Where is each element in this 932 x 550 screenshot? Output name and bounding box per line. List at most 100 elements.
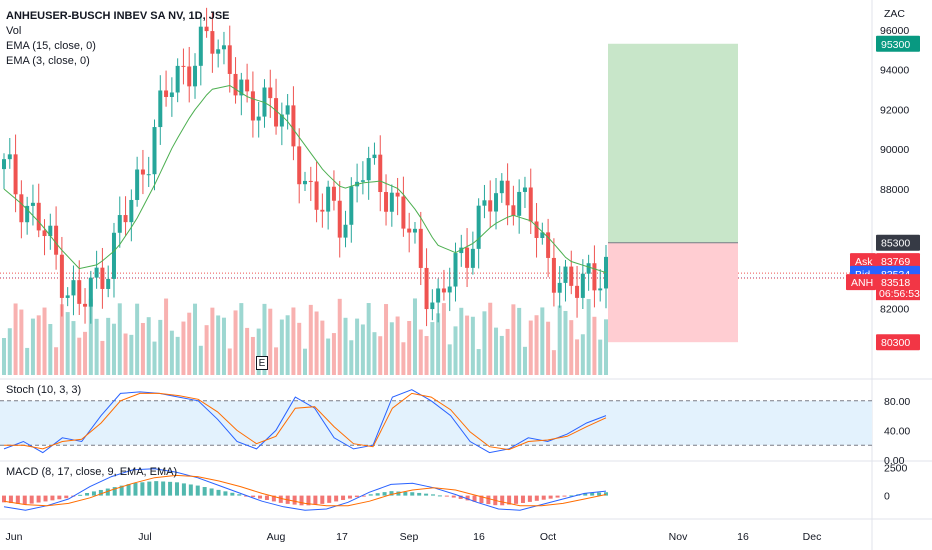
candle-body xyxy=(36,202,41,231)
candle-body xyxy=(71,280,76,296)
candle-body xyxy=(384,192,389,212)
macd-hist-bar xyxy=(472,495,477,502)
macd-hist-bar xyxy=(500,495,505,506)
macd-hist-bar xyxy=(583,493,588,496)
macd-hist-bar xyxy=(216,489,221,496)
candle-body xyxy=(117,215,122,233)
last-price-tag: 83518 xyxy=(881,277,910,289)
candle-body xyxy=(221,45,226,50)
time-axis-tick: 17 xyxy=(336,531,348,543)
volume-bar xyxy=(378,336,383,375)
macd-hist-bar xyxy=(417,492,422,496)
volume-bar xyxy=(360,324,365,375)
volume-bar xyxy=(505,328,510,375)
candle-body xyxy=(268,87,273,99)
stop-price-tag: 80300 xyxy=(881,337,910,349)
candle-body xyxy=(343,224,348,238)
candle-body xyxy=(245,79,250,92)
macd-hist-bar xyxy=(562,495,567,497)
macd-hist-bar xyxy=(119,485,124,496)
macd-hist-bar xyxy=(458,495,463,499)
volume-bar xyxy=(331,333,336,375)
ema15-line xyxy=(3,84,607,274)
candle-body xyxy=(250,91,255,121)
entry-price-tag-bg xyxy=(876,234,920,251)
macd-hist-bar xyxy=(264,495,269,500)
price-axis-tick: 94000 xyxy=(880,65,909,77)
price-axis-tick: 96000 xyxy=(880,25,909,37)
volume-bar xyxy=(407,320,412,375)
volume-bar xyxy=(384,304,389,375)
stop-zone xyxy=(608,242,738,343)
volume-bar xyxy=(204,325,209,375)
macd-hist-bar xyxy=(15,495,20,504)
volume-bar xyxy=(216,315,221,375)
volume-bar xyxy=(54,347,59,375)
volume-bar xyxy=(13,303,18,375)
candle-body xyxy=(291,105,296,147)
earnings-event-marker[interactable]: E xyxy=(256,356,268,370)
macd-hist-bar xyxy=(57,495,62,500)
volume-bar xyxy=(569,320,574,375)
volume-bar xyxy=(488,302,493,375)
ask-label-tag: Ask xyxy=(855,256,873,268)
ask-price-tag-bg xyxy=(876,253,920,270)
candle-body xyxy=(528,187,533,222)
candle-body xyxy=(303,180,307,185)
volume-bar xyxy=(181,321,186,375)
volume-bar xyxy=(476,349,481,375)
candle-body xyxy=(100,267,105,289)
macd-hist-bar xyxy=(479,495,484,504)
macd-hist-bar xyxy=(161,481,166,496)
macd-hist-bar xyxy=(223,491,228,496)
volume-bar xyxy=(239,303,244,375)
symbol-title: ANHEUSER-BUSCH INBEV SA NV, 1D, JSE xyxy=(6,10,230,22)
volume-bar xyxy=(494,327,499,375)
volume-bar xyxy=(499,335,504,375)
candle-body xyxy=(459,247,464,254)
volume-bar xyxy=(598,339,603,375)
macd-hist-bar xyxy=(85,493,90,496)
legend-ema3: EMA (3, close, 0) xyxy=(6,55,90,67)
candle-body xyxy=(557,282,562,293)
candle-body xyxy=(551,257,556,293)
candle-body xyxy=(401,196,406,229)
ask-price-tag: 83769 xyxy=(881,256,910,268)
volume-bar xyxy=(297,322,302,375)
macd-hist-bar xyxy=(334,495,339,502)
candle-body xyxy=(349,186,354,225)
macd-hist-bar xyxy=(50,495,55,501)
candle-body xyxy=(158,90,163,128)
stop-price-tag-bg xyxy=(876,334,920,351)
macd-hist-bar xyxy=(244,495,249,497)
macd-hist-bar xyxy=(569,495,574,497)
volume-bar xyxy=(563,310,568,375)
volume-bar xyxy=(453,326,458,375)
macd-line xyxy=(3,468,607,511)
volume-bar xyxy=(575,339,580,375)
candle-body xyxy=(198,26,203,66)
macd-hist-bar xyxy=(112,487,117,496)
volume-bar xyxy=(441,303,446,375)
candle-body xyxy=(59,254,64,298)
macd-hist-bar xyxy=(597,492,602,496)
candle-body xyxy=(88,277,93,307)
macd-hist-bar xyxy=(444,495,449,497)
legend-vol: Vol xyxy=(6,25,22,37)
symbol-label-tag-bg xyxy=(846,274,876,291)
macd-hist-bar xyxy=(133,483,138,496)
volume-bar xyxy=(604,319,608,375)
candle-body xyxy=(274,98,279,127)
volume-bar xyxy=(592,316,597,375)
candle-body xyxy=(488,200,493,212)
macd-hist-bar xyxy=(375,493,380,496)
volume-bar xyxy=(71,321,76,375)
candle-body xyxy=(534,221,539,238)
target-zone xyxy=(608,43,738,243)
currency-label: ZAC xyxy=(884,8,905,20)
candle-body xyxy=(7,154,12,160)
candle-body xyxy=(227,45,232,74)
volume-bar xyxy=(48,324,53,375)
volume-bar xyxy=(355,318,360,375)
